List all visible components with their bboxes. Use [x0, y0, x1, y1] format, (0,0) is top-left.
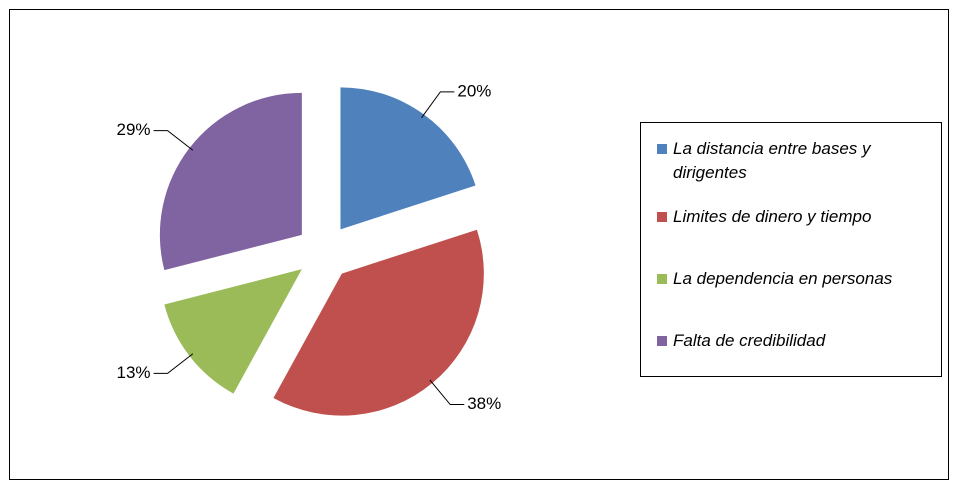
legend-item: La distancia entre bases y dirigentes	[657, 137, 935, 205]
legend-swatch	[657, 212, 667, 222]
legend-label: La distancia entre bases y dirigentes	[673, 139, 871, 182]
legend-label: Limites de dinero y tiempo	[673, 207, 872, 226]
data-label: 29%	[117, 120, 151, 139]
pie-slice	[159, 92, 302, 271]
legend-swatch	[657, 274, 667, 284]
leader-line	[421, 91, 455, 118]
pie-slice	[164, 269, 302, 394]
legend-label: Falta de credibilidad	[673, 331, 826, 350]
legend-label: La dependencia en personas	[673, 269, 893, 288]
leader-line	[153, 130, 194, 151]
legend-item: La dependencia en personas	[657, 267, 935, 329]
pie-slice	[340, 87, 476, 230]
legend-item: Limites de dinero y tiempo	[657, 205, 935, 267]
data-label: 20%	[457, 81, 491, 100]
legend: La distancia entre bases y dirigentes Lim…	[640, 122, 942, 377]
data-label: 13%	[117, 363, 151, 382]
data-label: 38%	[467, 394, 501, 413]
legend-swatch	[657, 144, 667, 154]
legend-swatch	[657, 336, 667, 346]
pie-slice	[273, 229, 484, 416]
legend-item: Falta de credibilidad	[657, 329, 935, 391]
chart-border	[9, 9, 949, 480]
leader-line	[153, 353, 194, 374]
leader-line	[429, 379, 465, 406]
